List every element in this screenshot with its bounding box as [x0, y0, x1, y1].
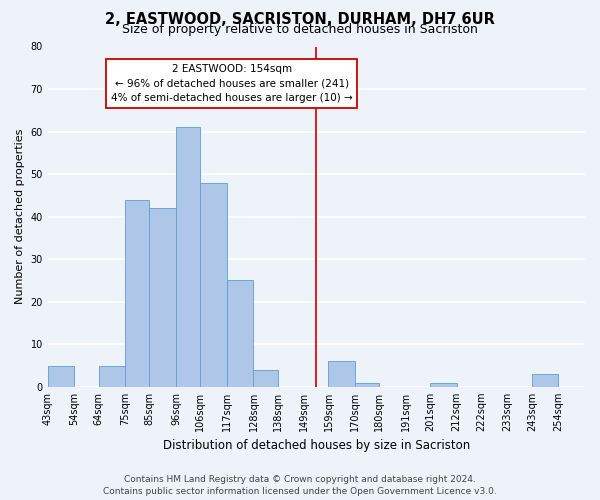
Text: Contains HM Land Registry data © Crown copyright and database right 2024.
Contai: Contains HM Land Registry data © Crown c…	[103, 474, 497, 496]
Bar	[149, 208, 176, 387]
Bar	[430, 382, 457, 387]
Text: Size of property relative to detached houses in Sacriston: Size of property relative to detached ho…	[122, 24, 478, 36]
Bar	[355, 382, 379, 387]
Bar	[253, 370, 278, 387]
Bar	[328, 362, 355, 387]
Bar	[176, 128, 200, 387]
Bar	[48, 366, 74, 387]
Y-axis label: Number of detached properties: Number of detached properties	[15, 129, 25, 304]
X-axis label: Distribution of detached houses by size in Sacriston: Distribution of detached houses by size …	[163, 440, 470, 452]
Bar	[200, 182, 227, 387]
Bar	[98, 366, 125, 387]
Bar	[532, 374, 559, 387]
Text: 2 EASTWOOD: 154sqm
← 96% of detached houses are smaller (241)
4% of semi-detache: 2 EASTWOOD: 154sqm ← 96% of detached hou…	[111, 64, 353, 103]
Text: 2, EASTWOOD, SACRISTON, DURHAM, DH7 6UR: 2, EASTWOOD, SACRISTON, DURHAM, DH7 6UR	[105, 12, 495, 26]
Bar	[227, 280, 253, 387]
Bar	[125, 200, 149, 387]
